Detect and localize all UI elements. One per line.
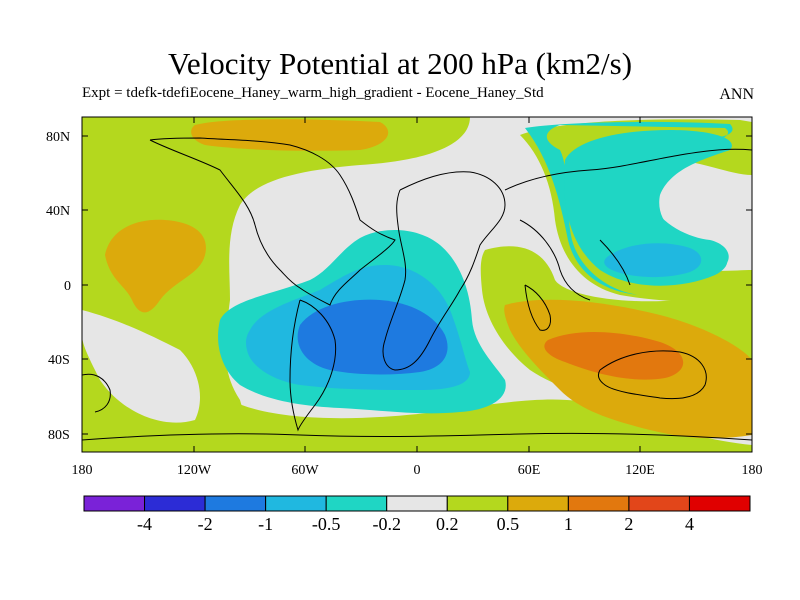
contour-orange-nw-pacific	[105, 219, 206, 313]
lat-label-0: 0	[64, 279, 71, 294]
lat-label-40s: 40S	[48, 353, 70, 368]
coastline-india	[524, 284, 551, 331]
colorbar-swatch	[144, 495, 206, 512]
coastline-north-america	[149, 137, 396, 306]
colorbar-level-label: -4	[137, 514, 152, 534]
colorbar-swatch	[325, 495, 388, 512]
season-label: ANN	[719, 86, 754, 103]
lon-label-60e: 60E	[518, 463, 541, 478]
colorbar-swatch	[507, 495, 569, 512]
tick-marks	[82, 117, 752, 452]
experiment-label: Expt = tdefk-tdefiEocene_Haney_warm_high…	[82, 85, 544, 101]
colorbar-level-label: 0.2	[436, 514, 459, 534]
coastline-antarctic-peninsula	[82, 373, 111, 413]
contour-darkorange-east	[544, 331, 684, 380]
coastline-south-america	[289, 299, 337, 432]
colorbar-level-label: -1	[258, 514, 273, 534]
colorbar-level-label: -0.2	[372, 514, 401, 534]
coastline-asia	[504, 148, 752, 301]
colorbar-level-label: 4	[685, 514, 694, 534]
coastlines	[82, 137, 752, 441]
colorbar-swatch	[688, 495, 751, 512]
lon-label-180w: 180	[72, 463, 93, 478]
contour-lightblue-siberia	[604, 243, 702, 278]
colorbar-level-label: 0.5	[497, 514, 520, 534]
colorbar-level-label: -0.5	[312, 514, 341, 534]
colorbar-swatch	[265, 495, 327, 512]
colorbar: -4 -2 -1 -0.5 -0.2 0.2 0.5 1 2 4	[83, 495, 751, 534]
coastline-antarctica	[82, 432, 752, 441]
colorbar-swatch	[83, 495, 146, 512]
lat-label-80n: 80N	[46, 130, 70, 145]
colorbar-level-label: 2	[624, 514, 633, 534]
colorbar-swatch	[446, 495, 509, 512]
lat-label-80s: 80S	[48, 428, 70, 443]
coastline-australia	[597, 350, 707, 400]
colorbar-swatch	[386, 495, 448, 512]
colorbar-swatch	[567, 495, 630, 512]
lon-label-120e: 120E	[625, 463, 655, 478]
colorbar-level-label: 1	[564, 514, 573, 534]
colorbar-level-label: -2	[198, 514, 213, 534]
coastline-africa-europe	[382, 171, 506, 371]
contour-field	[82, 117, 752, 452]
contour-orange-arctic	[191, 119, 389, 151]
colorbar-swatch	[628, 495, 690, 512]
lon-label-120w: 120W	[177, 463, 212, 478]
lon-label-60w: 60W	[291, 463, 319, 478]
colorbar-swatch	[204, 495, 267, 512]
lon-label-0: 0	[414, 463, 421, 478]
lat-label-40n: 40N	[46, 204, 70, 219]
contour-neutral-east-pacific	[82, 310, 200, 423]
lon-label-180e: 180	[742, 463, 763, 478]
map-title: Velocity Potential at 200 hPa (km2/s)	[167, 46, 633, 81]
